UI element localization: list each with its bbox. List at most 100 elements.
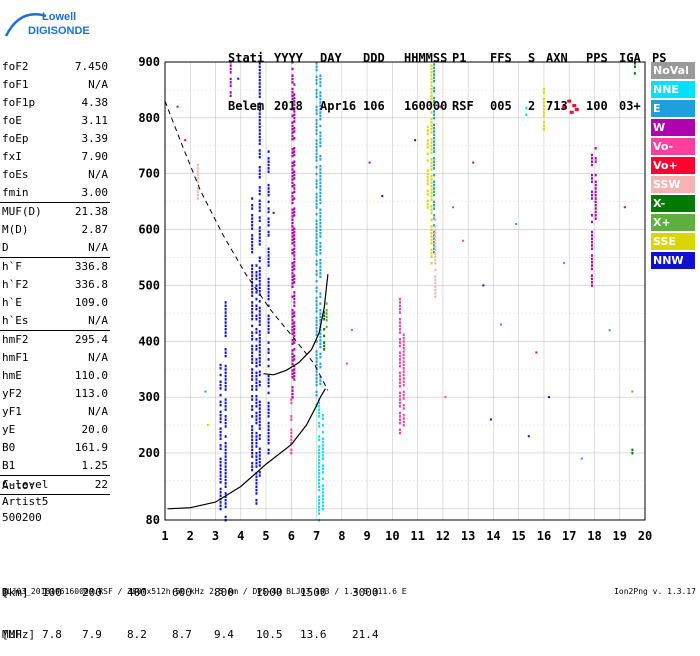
echo-point — [258, 413, 261, 417]
scatter-point — [452, 206, 454, 209]
echo-point — [251, 220, 254, 224]
echo-trace-vo — [398, 297, 401, 435]
legend-item-nne: NNE — [651, 81, 695, 98]
echo-point — [430, 138, 433, 141]
echo-point — [258, 92, 261, 95]
echo-point — [258, 300, 261, 303]
echo-point — [402, 417, 405, 420]
x-tick-label: 20 — [638, 529, 652, 543]
echo-point — [318, 411, 321, 415]
param-value: 110.0 — [74, 369, 108, 382]
echo-point — [258, 310, 261, 313]
echo-point — [251, 324, 254, 328]
param-row: foE 3.11 — [0, 112, 110, 130]
echo-point — [219, 393, 222, 397]
echo-point — [291, 91, 294, 94]
d-cell-3: 400 — [127, 586, 147, 599]
echo-point — [267, 257, 270, 261]
echo-point — [251, 388, 254, 391]
echo-trace-ssw — [196, 163, 199, 200]
echo-point — [251, 462, 254, 465]
echo-point — [433, 244, 436, 247]
echo-point — [433, 224, 436, 227]
echo-point — [315, 68, 318, 72]
echo-point — [258, 72, 261, 75]
echo-point — [319, 312, 322, 315]
echo-point — [219, 434, 222, 437]
echo-point — [325, 302, 328, 305]
echo-point — [251, 455, 254, 458]
echo-point — [255, 445, 258, 448]
echo-point — [315, 65, 318, 68]
echo-point — [255, 431, 258, 435]
echo-point — [398, 431, 401, 435]
echo-point — [434, 278, 437, 282]
header-labels-9: PPS — [586, 51, 608, 65]
echo-point — [433, 167, 436, 170]
echo-point — [430, 225, 433, 228]
echo-point — [315, 199, 318, 203]
y-tick-label: 800 — [138, 111, 160, 125]
echo-trace-nnw — [251, 197, 254, 472]
echo-point — [426, 169, 429, 172]
f2-trace-fit — [263, 274, 329, 376]
echo-point — [258, 115, 261, 119]
echo-point — [315, 88, 318, 92]
echo-point — [291, 349, 294, 352]
echo-trace-x — [323, 311, 326, 351]
echo-point — [293, 106, 296, 110]
echo-point — [434, 282, 437, 285]
echo-point — [224, 314, 227, 318]
logo-swoosh-icon — [4, 13, 47, 37]
echo-point — [291, 211, 294, 215]
echo-point — [219, 367, 222, 370]
echo-point — [319, 208, 322, 211]
echo-point — [430, 188, 433, 191]
header-table: Stati YYYY DAY DDD HHMMSS P1 FFS S AXN PPS IGA PS B… — [228, 18, 678, 130]
echo-point — [433, 250, 436, 254]
echo-point — [196, 177, 199, 180]
echo-point — [319, 218, 322, 222]
echo-point — [430, 148, 433, 151]
echo-point — [594, 183, 597, 187]
echo-point — [290, 398, 293, 401]
param-value: 336.8 — [74, 278, 108, 291]
echo-point — [291, 362, 294, 366]
echo-point — [426, 152, 429, 156]
echo-point — [321, 507, 324, 511]
echo-point — [196, 197, 199, 200]
echo-point — [315, 263, 318, 266]
param-row: foF1p 4.38 — [0, 94, 110, 112]
echo-point — [219, 444, 222, 447]
echo-trace-e — [319, 74, 322, 386]
echo-point — [267, 200, 270, 204]
echo-point — [434, 262, 437, 265]
echo-point — [219, 363, 222, 367]
echo-point — [318, 445, 321, 448]
echo-point — [398, 395, 401, 398]
echo-point — [255, 478, 258, 482]
echo-point — [258, 316, 261, 320]
echo-point — [433, 247, 436, 251]
scatter-point — [345, 362, 348, 365]
echo-point — [293, 281, 296, 284]
echo-point — [319, 362, 322, 366]
echo-point — [219, 467, 222, 471]
echo-point — [258, 279, 261, 283]
echo-point — [321, 430, 324, 434]
echo-point — [258, 407, 261, 410]
echo-point — [594, 147, 597, 150]
echo-point — [434, 218, 437, 222]
echo-point — [433, 240, 436, 244]
scatter-point — [608, 329, 611, 332]
echo-point — [258, 78, 261, 82]
echo-point — [433, 90, 436, 93]
echo-point — [434, 241, 437, 245]
echo-point — [433, 66, 436, 70]
echo-point — [315, 152, 318, 156]
echo-point — [255, 421, 258, 425]
chart-ticks: 1 2 3 4 5 6 7 8 9 10 11 12 13 14 15 16 17 18 19 20802003004… — [138, 55, 652, 543]
param-value: 7.90 — [81, 150, 109, 163]
echo-point — [196, 167, 199, 170]
echo-point — [224, 502, 227, 505]
